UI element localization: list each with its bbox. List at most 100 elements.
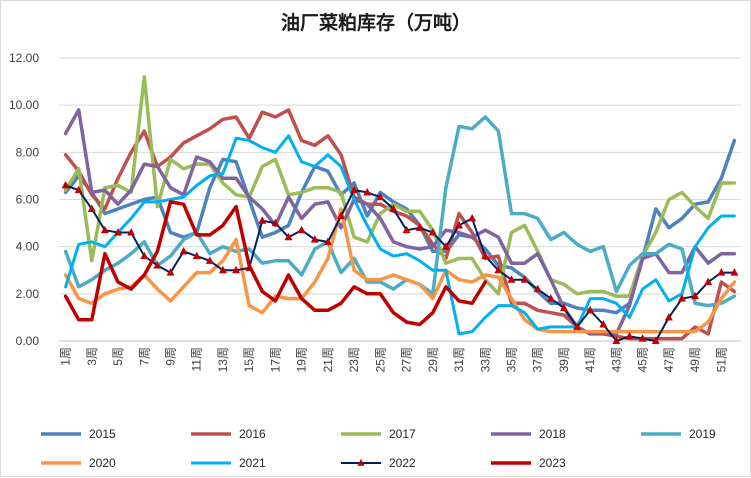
- data-marker-2022: [205, 256, 214, 264]
- data-marker-2022: [323, 237, 332, 245]
- series-line-2016: [63, 108, 737, 341]
- legend-label: 2019: [689, 427, 716, 441]
- legend-item-2021: 2021: [191, 456, 266, 470]
- y-tick-label: 12.00: [9, 51, 39, 65]
- data-marker-2022: [179, 246, 188, 255]
- data-marker-2022: [704, 277, 713, 286]
- data-marker-2022: [481, 251, 490, 260]
- y-tick-label: 2.00: [16, 287, 40, 301]
- data-marker-2022: [441, 242, 450, 250]
- data-marker-2022: [232, 265, 241, 274]
- data-marker-2022: [192, 251, 201, 260]
- data-marker-2022: [402, 225, 411, 234]
- data-marker-2022: [297, 225, 306, 234]
- legend-label: 2023: [539, 456, 566, 470]
- x-tick-label: 41周: [583, 347, 597, 372]
- x-tick-label: 43周: [609, 347, 623, 372]
- series-line-2017: [63, 75, 737, 298]
- series-lines: [61, 75, 739, 345]
- x-tick-label: 49周: [688, 347, 702, 372]
- legend-item-2017: 2017: [341, 427, 416, 441]
- x-tick-label: 9周: [163, 347, 177, 366]
- data-marker-2022: [153, 260, 162, 269]
- data-marker-2022: [350, 185, 359, 194]
- data-marker-2022: [114, 227, 123, 236]
- data-marker-2022: [415, 223, 424, 231]
- data-marker-2022: [455, 220, 464, 229]
- legend-label: 2017: [389, 427, 416, 441]
- x-tick-label: 51周: [714, 347, 728, 372]
- x-tick-label: 47周: [662, 347, 676, 372]
- x-tick-label: 33周: [478, 347, 492, 372]
- data-marker-2022: [218, 265, 227, 274]
- data-marker-2022: [310, 235, 319, 243]
- data-marker-2022: [638, 334, 647, 342]
- data-marker-2022: [336, 211, 345, 220]
- y-tick-label: 8.00: [16, 145, 40, 159]
- legend-label: 2021: [239, 456, 266, 470]
- legend-label: 2016: [239, 427, 266, 441]
- legend-label: 2022: [389, 456, 416, 470]
- data-marker-2022: [363, 187, 372, 196]
- x-tick-label: 1周: [59, 347, 73, 366]
- data-marker-2022: [127, 227, 136, 236]
- data-marker-2022: [573, 322, 582, 330]
- y-tick-label: 10.00: [9, 98, 39, 112]
- x-tick-label: 27周: [400, 347, 414, 372]
- legend-marker: [357, 459, 365, 466]
- data-marker-2022: [717, 268, 726, 276]
- data-marker-2022: [691, 291, 700, 300]
- y-tick-label: 4.00: [16, 240, 40, 254]
- data-marker-2022: [166, 268, 175, 276]
- data-marker-2022: [546, 294, 555, 302]
- series-line-2018: [63, 108, 737, 336]
- data-marker-2022: [100, 225, 109, 234]
- data-marker-2022: [271, 218, 280, 227]
- data-marker-2022: [520, 275, 529, 283]
- chart-title: 油厂菜粕库存（万吨）: [281, 11, 471, 34]
- y-tick-label: 6.00: [16, 193, 40, 207]
- data-marker-2022: [533, 284, 542, 293]
- x-tick-label: 7周: [137, 347, 151, 366]
- x-tick-label: 13周: [216, 347, 230, 372]
- x-tick-label: 35周: [504, 347, 518, 372]
- legend: 2015 2016 2017 2018 2019 2020 2021 2022 2023: [41, 427, 716, 470]
- x-tick-label: 45周: [636, 347, 650, 372]
- data-marker-2022: [258, 216, 267, 224]
- x-tick-label: 11周: [190, 347, 204, 371]
- series-line-2019: [63, 115, 737, 308]
- data-marker-2022: [507, 275, 516, 283]
- x-tick-label: 25周: [373, 347, 387, 372]
- data-marker-2022: [612, 336, 621, 345]
- x-tick-label: 3周: [85, 347, 99, 366]
- legend-label: 2018: [539, 427, 566, 441]
- data-marker-2022: [651, 336, 660, 345]
- x-tick-label: 5周: [111, 347, 125, 366]
- legend-item-2016: 2016: [191, 427, 266, 441]
- x-tick-label: 23周: [347, 347, 361, 372]
- data-marker-2022: [664, 312, 673, 321]
- x-tick-label: 37周: [531, 347, 545, 372]
- x-tick-label: 17周: [268, 347, 282, 372]
- data-marker-2022: [586, 305, 595, 314]
- x-tick-label: 29周: [426, 347, 440, 372]
- x-tick-label: 15周: [242, 347, 256, 372]
- axes: 0.00 2.00 4.00 6.00 8.00 10.00 12.00 1周 3周 5周 7周 9周…: [9, 51, 741, 372]
- legend-item-2020: 2020: [41, 456, 116, 470]
- series-line-2015: [63, 138, 737, 315]
- x-tick-label: 39周: [557, 347, 571, 372]
- series-line-2021: [64, 134, 736, 336]
- legend-label: 2020: [89, 456, 116, 470]
- data-marker-2022: [625, 331, 634, 340]
- data-marker-2022: [599, 319, 608, 328]
- data-marker-2022: [389, 204, 398, 212]
- y-tick-label: 0.00: [16, 334, 40, 348]
- series-line-2022: [64, 184, 736, 342]
- series-line-2020: [63, 207, 737, 334]
- data-marker-2022: [61, 180, 70, 189]
- legend-item-2023: 2023: [491, 456, 566, 470]
- x-tick-label: 19周: [295, 347, 309, 372]
- legend-item-2015: 2015: [41, 427, 116, 441]
